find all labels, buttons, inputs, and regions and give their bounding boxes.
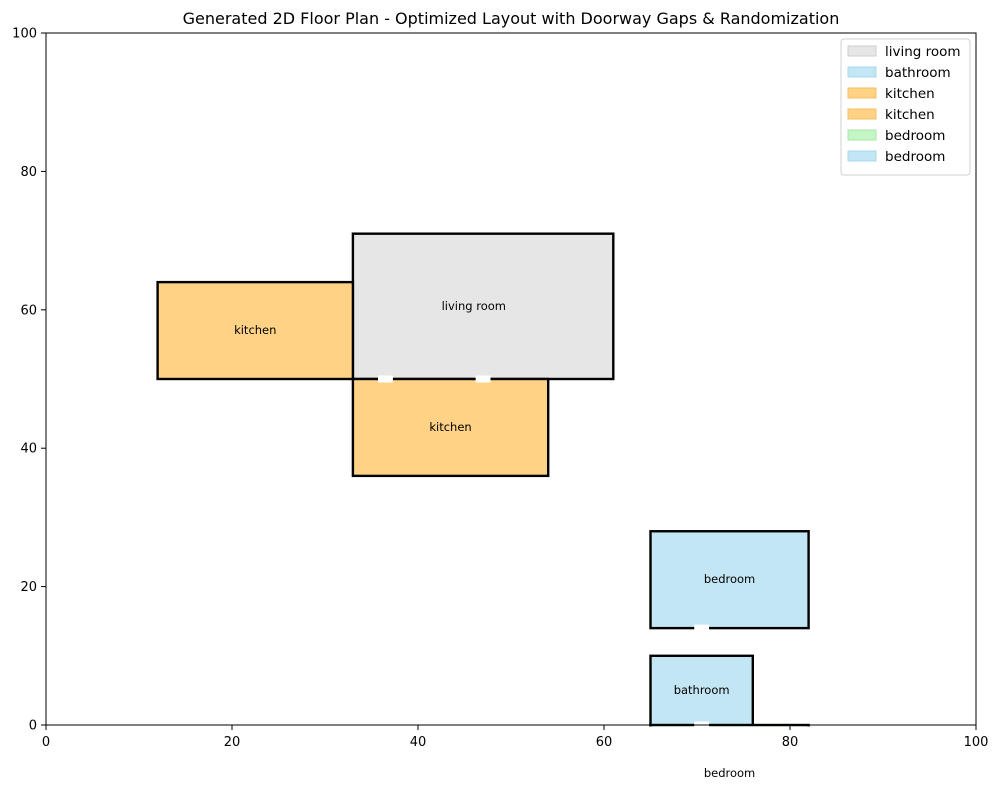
legend-entry-label: bathroom [885,65,951,81]
doorway-gap-0 [378,375,393,383]
room-kitchen-1 [156,280,355,381]
x-tick-label: 60 [596,735,613,750]
legend-entry-label: bedroom [885,128,945,144]
legend-entry-label: kitchen [885,107,935,123]
room-label: bedroom [704,572,755,586]
room-label: bedroom [704,766,755,780]
y-tick-label: 40 [20,442,37,457]
y-tick-label: 20 [20,580,37,595]
room-label: bathroom [674,683,730,697]
axes-frame [45,32,977,726]
x-tick-label: 100 [964,735,989,750]
room-kitchen-2 [351,377,550,478]
y-tick-label: 60 [20,303,37,318]
room-label: living room [442,299,506,313]
doorway-gap-2 [694,624,710,632]
legend: living room bathroom kitchen kitchen bedroom… [840,38,971,176]
y-tick-label: 80 [20,165,37,180]
legend-entry-label: bedroom [885,149,945,165]
legend-swatch [847,87,877,99]
room-label: kitchen [429,420,471,434]
plot-clip-mask [0,726,999,790]
legend-swatch [847,150,877,162]
x-tick-label: 80 [782,735,799,750]
chart-title: Generated 2D Floor Plan - Optimized Layo… [183,9,840,28]
rooms-layer: living room kitchen kitchen bedroom bathroom… [0,232,999,790]
room-label: kitchen [234,323,276,337]
legend-entry-label: living room [885,44,961,60]
doorway-gap-1 [475,375,491,383]
legend-swatch [847,45,877,57]
legend-swatch [847,108,877,120]
legend-swatch [847,129,877,141]
legend-entry-label: kitchen [885,86,935,102]
x-tick-label: 20 [224,735,241,750]
x-tick-label: 40 [410,735,427,750]
legend-swatch [847,66,877,78]
x-tick-label: 0 [42,735,50,750]
room-living-room-0 [351,232,615,381]
y-tick-label: 100 [12,27,37,42]
y-tick-label: 0 [29,719,37,734]
axes: 0 20 40 60 80 100 0 20 40 60 80 100 [12,27,988,751]
room-bedroom-3 [649,530,810,630]
